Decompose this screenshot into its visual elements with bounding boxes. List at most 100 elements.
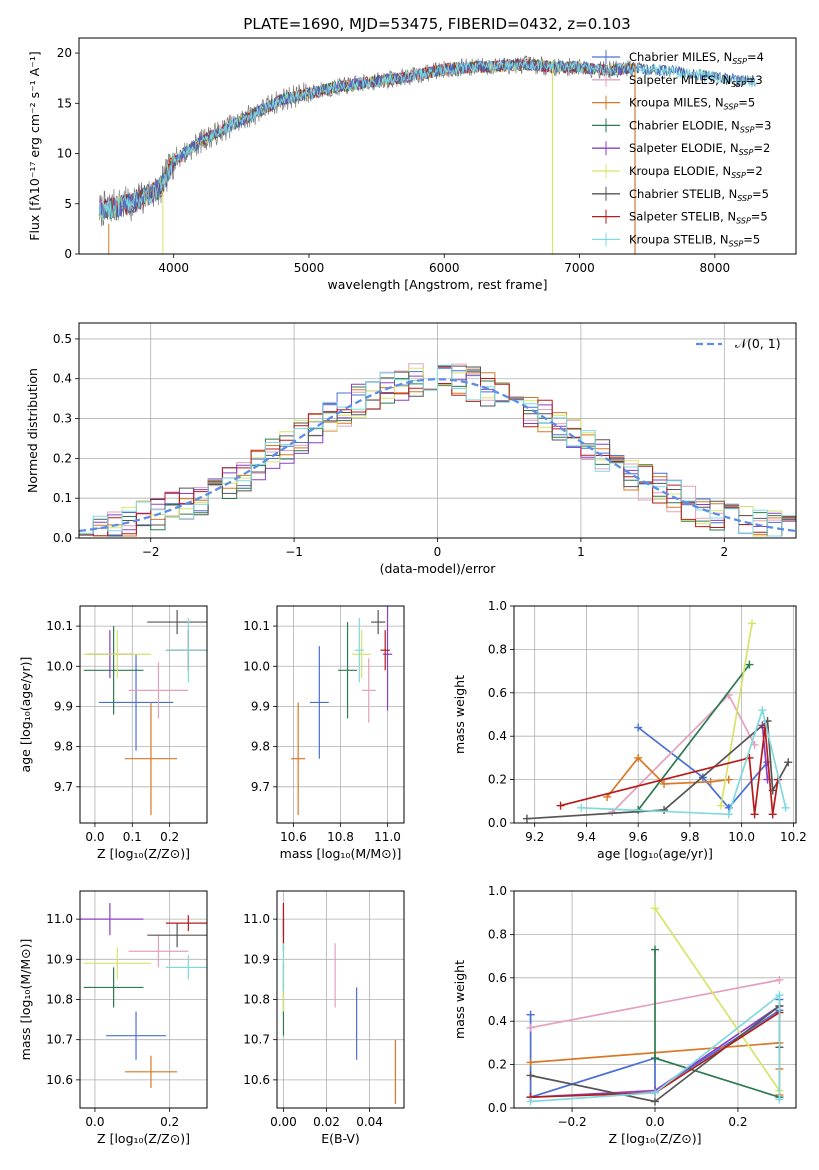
axes-frame [79,890,208,1109]
y-tick-label: 0.5 [53,332,72,346]
weight-line-krou_elodie [654,907,781,1092]
y-tick-label: 0.8 [488,642,507,656]
y-tick-label: 5 [64,197,72,211]
x-tick-label: 10.6 [280,830,307,844]
axes-frame [513,890,797,1109]
y-axis-label: mass [log₁₀(M/M⊙)] [18,939,33,1061]
y-axis-label: Normed distribution [25,368,40,493]
axes-frame [513,605,797,824]
axes-frame [78,37,797,255]
model-spectrum-chab_miles [98,59,756,220]
x-axis-label: (data-model)/error [380,561,497,576]
x-tick-label: 0.00 [270,1115,297,1129]
x-tick-label: −1 [285,545,303,559]
x-tick-label: 0 [434,545,442,559]
y-tick-label: 0.8 [488,927,507,941]
y-tick-label: 0.3 [53,412,72,426]
gaussian-curve [79,378,796,533]
y-tick-label: 0.0 [488,816,507,830]
plot-area [291,606,393,815]
legend-label-krou_stelib: Kroupa STELIB, NSSP=5 [629,232,760,248]
x-tick-label: 1 [577,545,585,559]
y-tick-label: 9.7 [54,780,73,794]
legend-label-salp_stelib: Salpeter STELIB, NSSP=5 [629,210,768,226]
y-tick-label: 9.7 [251,780,270,794]
x-tick-label: −0.2 [557,1115,586,1129]
y-axis-label: mass weight [452,960,467,1039]
panel-ebv_mass: 0.00 0.02 0.04 10.6 10.7 10.8 10.9 11.0 E(B-V) [243,890,405,1146]
y-axis-label: Flux [fλ10⁻¹⁷ erg cm⁻² s⁻¹ A⁻¹] [27,51,42,240]
y-tick-label: 0.4 [53,372,72,386]
y-tick-label: 10.7 [46,1033,73,1047]
y-axis-label: age [log₁₀(age/yr)] [18,657,33,773]
y-tick-label: 10.0 [46,659,73,673]
panel-z_weight: −0.2 0.0 0.2 0.0 0.2 0.4 0.6 0.8 1.0 Z [log₁₀(Z/Z… [452,884,797,1146]
panel-spectrum: 4000 5000 6000 7000 8000 0 5 10 15 20 wavelength [… [27,37,797,292]
panel-mass_age: 10.6 10.8 11.0 9.7 9.8 9.9 10.0 10.1 mass [log₁₀… [243,605,405,861]
y-tick-label: 0.6 [488,686,507,700]
x-tick-label: 10.0 [728,830,755,844]
x-tick-label: 9.6 [629,830,648,844]
y-tick-label: 1.0 [488,599,507,613]
legend-label-chab_miles: Chabrier MILES, NSSP=4 [629,50,764,66]
model-spectrum-krou_stelib [98,58,756,221]
x-tick-label: 9.8 [680,830,699,844]
y-tick-label: 10.0 [243,659,270,673]
y-tick-label: 9.8 [251,740,270,754]
legend-label-salp_miles: Salpeter MILES, NSSP=3 [629,73,763,89]
y-tick-label: 0.1 [53,491,72,505]
y-tick-label: 10.6 [243,1073,270,1087]
plot-area [522,619,793,823]
panel-z_age: 0.0 0.1 0.2 9.7 9.8 9.9 10.0 10.1 Z [log₁₀(Z/Z⊙)… [18,605,208,861]
y-tick-label: 0.2 [488,1058,507,1072]
y-tick-label: 0.0 [488,1101,507,1115]
x-axis-label: Z [log₁₀(Z/Z⊙)] [97,846,190,861]
legend-label-krou_elodie: Kroupa ELODIE, NSSP=2 [629,164,763,180]
legend-label-salp_elodie: Salpeter ELODIE, NSSP=2 [629,141,770,157]
axes-frame [276,605,405,824]
x-tick-label: 0.0 [645,1115,664,1129]
histogram-krou_stelib [79,364,796,537]
y-tick-label: 10.9 [46,952,73,966]
axes-frame [79,605,208,824]
x-tick-label: 0.02 [313,1115,340,1129]
weight-line-salp_stelib [560,727,779,815]
x-tick-label: 9.4 [577,830,596,844]
y-tick-label: 11.0 [243,912,270,926]
x-axis-label: Z [log₁₀(Z/Z⊙)] [97,1131,190,1146]
y-tick-label: 0 [64,247,72,261]
plot-area [80,903,207,1088]
legend-label-krou_miles: Kroupa MILES, NSSP=5 [629,96,755,112]
y-tick-label: 10 [57,147,72,161]
axes-frame [78,322,797,539]
y-tick-label: 10.1 [243,619,270,633]
model-spectrum-chab_stelib [98,59,756,220]
weight-line-krou_stelib [530,993,781,1103]
x-axis-label: E(B-V) [321,1131,360,1146]
weight-line-chab_elodie [637,664,751,811]
x-tick-label: 0.2 [728,1115,747,1129]
plot-area [79,363,796,537]
x-tick-label: 5000 [294,261,325,275]
weight-line-krou_stelib [581,707,787,816]
weight-line-krou_elodie [720,623,753,806]
panel-age_weight: 9.2 9.4 9.6 9.8 10.0 10.2 0.0 0.2 0.4 0.6 0.8 1.0 ag… [452,599,807,861]
x-tick-label: 11.0 [374,830,401,844]
plot-area [526,904,784,1106]
y-tick-label: 0.4 [488,729,507,743]
y-tick-label: 10.8 [243,993,270,1007]
x-axis-label: age [log₁₀(age/yr)] [597,846,713,861]
x-axis-label: mass [log₁₀(M/M⊙)] [280,846,402,861]
figure-title: PLATE=1690, MJD=53475, FIBERID=0432, z=0… [243,15,630,33]
x-tick-label: 6000 [429,261,460,275]
weight-line-salp_elodie [761,725,769,780]
y-tick-label: 10.7 [243,1033,270,1047]
y-tick-label: 15 [57,96,72,110]
legend-label-gaussian: 𝒩(0, 1) [735,336,781,351]
plot-area [83,610,207,815]
x-tick-label: 7000 [564,261,595,275]
y-tick-label: 0.2 [53,451,72,465]
x-tick-label: 8000 [700,261,731,275]
legend-label-chab_stelib: Chabrier STELIB, NSSP=5 [629,187,769,203]
